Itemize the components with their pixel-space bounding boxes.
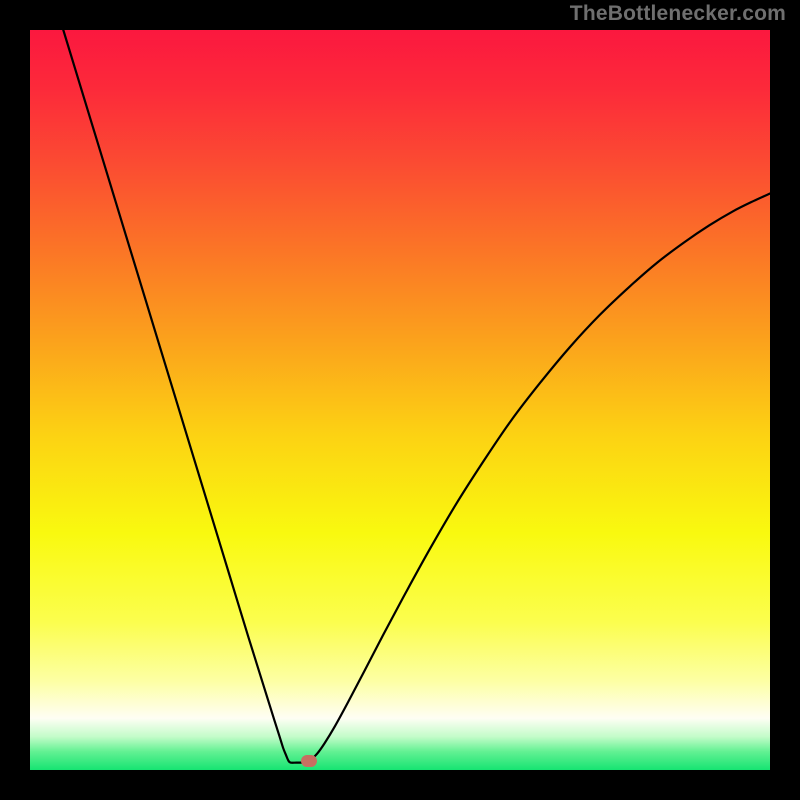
optimal-point-marker [301,755,317,767]
chart-frame: TheBottlenecker.com [0,0,800,800]
watermark-text: TheBottlenecker.com [570,2,786,26]
bottleneck-curve [30,30,770,770]
plot-area [30,30,770,770]
